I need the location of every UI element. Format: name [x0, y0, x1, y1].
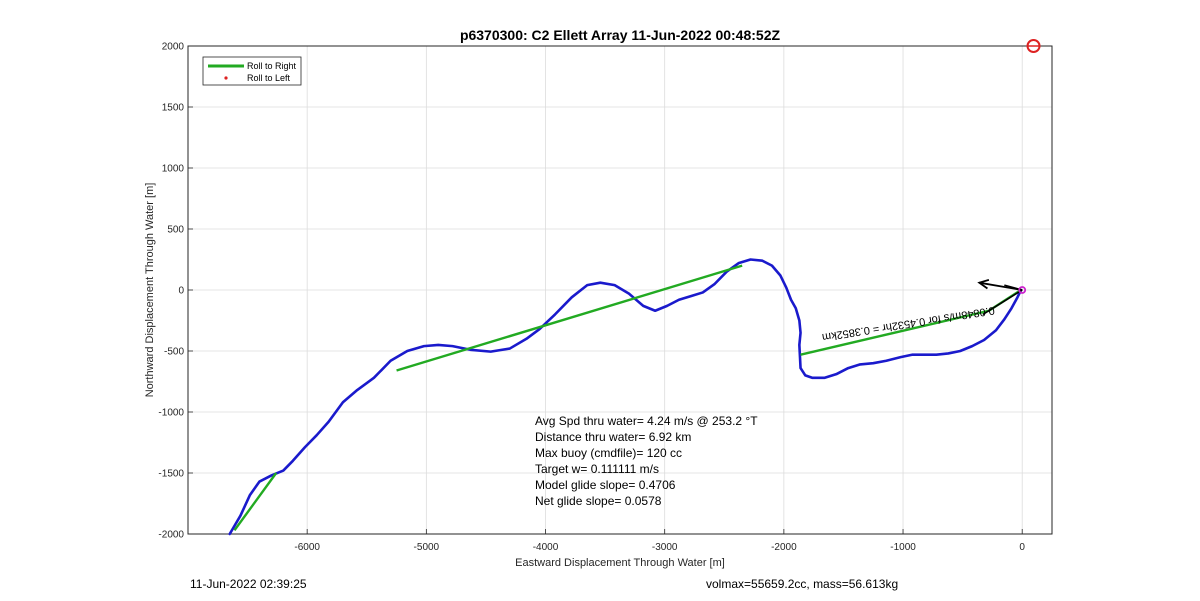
- x-tick-label: -6000: [294, 542, 320, 553]
- y-axis-label: Northward Displacement Through Water [m]: [144, 183, 156, 398]
- dive-track-line: [228, 258, 1023, 536]
- x-tick-label: -5000: [414, 542, 440, 553]
- y-tick-label: -1500: [158, 469, 184, 480]
- x-tick-label: -3000: [652, 542, 678, 553]
- y-tick-label: 1000: [162, 164, 185, 175]
- y-tick-label: -2000: [158, 530, 184, 541]
- legend: Roll to Right Roll to Left: [202, 56, 302, 86]
- stats-annotation-line: Model glide slope= 0.4706: [535, 478, 676, 492]
- y-tick-label: -1000: [158, 408, 184, 419]
- legend-label-roll-right: Roll to Right: [247, 61, 297, 71]
- y-tick-label: 0: [178, 286, 184, 297]
- y-tick-label: 2000: [162, 42, 185, 53]
- stats-annotation-line: Max buoy (cmdfile)= 120 cc: [535, 446, 682, 460]
- y-tick-label: 500: [167, 225, 184, 236]
- stats-annotation-line: Target w= 0.111111 m/s: [535, 462, 659, 476]
- stats-annotation-line: Distance thru water= 6.92 km: [535, 430, 691, 444]
- legend-box: [202, 56, 302, 86]
- end-position-marker: [1018, 286, 1027, 294]
- chart-title: p6370300: C2 Ellett Array 11-Jun-2022 00…: [460, 27, 781, 43]
- footer-volmax-mass: volmax=55659.2cc, mass=56.613kg: [706, 577, 899, 591]
- roll-right-segment: [396, 264, 743, 372]
- legend-marker-roll-left: [224, 76, 228, 80]
- x-tick-label: -2000: [771, 542, 797, 553]
- current-arrow-line: [982, 289, 1023, 316]
- roll-right-segment: [800, 309, 990, 356]
- roll-right-segment: [233, 472, 278, 532]
- y-tick-label: -500: [164, 347, 184, 358]
- footer-timestamp: 11-Jun-2022 02:39:25: [190, 577, 307, 591]
- stats-annotation-line: Avg Spd thru water= 4.24 m/s @ 253.2 °T: [535, 414, 758, 428]
- stats-annotation-line: Net glide slope= 0.0578: [535, 494, 662, 508]
- ticks: -6000 -5000 -4000 -3000 -2000 -1000 0-2000-150…: [158, 42, 1025, 554]
- x-tick-label: -1000: [890, 542, 916, 553]
- x-tick-label: -4000: [533, 542, 559, 553]
- legend-label-roll-left: Roll to Left: [247, 73, 291, 83]
- current-arrow-head: [977, 279, 990, 290]
- x-tick-label: 0: [1019, 542, 1025, 553]
- x-axis-label: Eastward Displacement Through Water [m]: [515, 557, 725, 569]
- y-tick-label: 1500: [162, 103, 185, 114]
